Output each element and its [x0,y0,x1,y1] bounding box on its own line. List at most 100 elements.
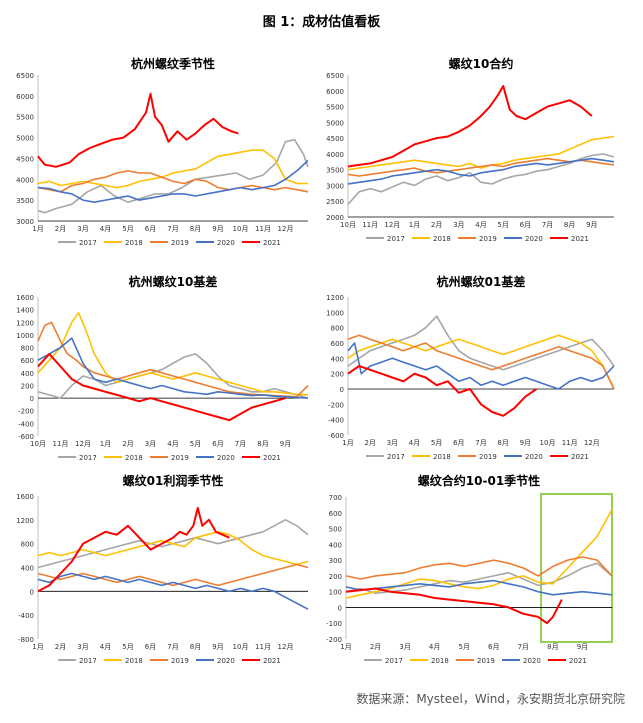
y-tick-label: -200 [328,401,344,409]
y-tick-label: 1600 [16,294,34,302]
legend-label-2018: 2018 [125,454,143,462]
series-line-2020 [37,572,309,610]
figure-title: 图 1：成材估值看板 [262,15,381,30]
legend-label-2021: 2021 [571,453,589,461]
y-tick-label: 4500 [16,155,34,163]
y-tick-label: 100 [329,589,342,597]
x-tick-label: 2月 [55,225,66,233]
x-tick-label: 7月 [518,643,529,651]
y-tick-label: 5500 [16,114,34,122]
legend-label-2017: 2017 [387,235,405,243]
legend-label-2018: 2018 [431,657,449,665]
y-tick-label: 0 [30,395,34,403]
x-tick-label: 4月 [409,439,420,447]
y-tick-label: 4000 [16,176,34,184]
x-tick-label: 9月 [212,225,223,233]
x-tick-label: 10月 [233,225,249,233]
series-line-2018 [347,334,615,390]
legend-label-2019: 2019 [479,453,497,461]
x-tick-label: 12月 [584,439,600,447]
y-tick-label: 2500 [326,198,344,206]
x-tick-label: 1月 [342,439,353,447]
legend-label-2019: 2019 [477,657,495,665]
x-tick-label: 8月 [257,440,268,448]
x-tick-label: 8月 [497,439,508,447]
legend-label-2020: 2020 [217,657,235,665]
y-tick-label: 4500 [326,135,344,143]
legend-label-2017: 2017 [79,454,97,462]
series-line-2021 [345,587,563,625]
chart-hz-spot: 杭州螺纹季节性 3000 3500 4000 4500 5000 5500 6000 6500 1… [16,56,309,247]
y-tick-label: 0 [340,386,344,394]
x-tick-label: 9月 [520,439,531,447]
series-line-2018 [347,135,615,171]
y-tick-label: -800 [18,636,34,644]
highlight-box [540,493,613,643]
x-tick-label: 7月 [542,221,553,229]
y-tick-label: 3500 [16,197,34,205]
x-tick-label: 9月 [212,643,223,651]
y-tick-label: -200 [326,636,342,644]
y-tick-label: 1000 [326,309,344,317]
y-tick-label: 400 [21,565,34,573]
legend-label-2019: 2019 [171,454,189,462]
x-tick-label: 4月 [167,440,178,448]
x-tick-label: 8月 [190,225,201,233]
x-tick-label: 3月 [453,221,464,229]
chart-rb10: 螺纹10合约 2000 2500 3000 3500 4000 4500 5000 5500 60… [326,56,615,243]
x-tick-label: 5月 [122,225,133,233]
y-tick-label: 4000 [326,151,344,159]
chart-spread10-01: 螺纹合约10-01季节性 -200 -100 0 100 200 300 400 500 600 7… [326,473,613,665]
x-tick-label: 1月 [340,643,351,651]
y-tick-label: 1200 [326,294,344,302]
legend-label-2017: 2017 [79,239,97,247]
y-tick-label: 0 [30,588,34,596]
y-tick-label: 6500 [16,72,34,80]
x-tick-label: 9月 [586,221,597,229]
y-tick-label: 400 [329,541,342,549]
y-tick-label: 400 [21,370,34,378]
y-tick-label: -400 [328,417,344,425]
y-tick-label: -200 [18,408,34,416]
x-tick-label: 5月 [190,440,201,448]
chart-title: 螺纹10合约 [449,56,514,71]
x-tick-label: 2月 [122,440,133,448]
series-line-2019 [37,321,309,398]
chart-basis01: 杭州螺纹01基差 -600 -400 -200 0 200 400 600 800 1000 120… [326,274,615,461]
series-line-2019 [347,334,615,390]
series-line-2019 [345,556,613,580]
series-line-2019 [37,170,309,193]
legend-label-2019: 2019 [171,239,189,247]
y-tick-label: 500 [329,526,342,534]
legend-label-2018: 2018 [433,235,451,243]
x-tick-label: 3月 [77,225,88,233]
y-tick-label: 600 [21,357,34,365]
y-tick-label: 1200 [16,517,34,525]
x-tick-label: 10月 [340,221,356,229]
legend-label-2021: 2021 [569,657,587,665]
x-tick-label: 2月 [364,439,375,447]
y-tick-label: 6000 [16,93,34,101]
y-tick-label: 800 [21,541,34,549]
y-tick-label: 400 [331,355,344,363]
legend-label-2021: 2021 [263,239,281,247]
y-tick-label: 6500 [326,72,344,80]
x-tick-label: 10月 [30,440,46,448]
series-line-2018 [37,149,308,189]
x-tick-label: 1月 [409,221,420,229]
x-tick-label: 4月 [100,643,111,651]
x-tick-label: 1月 [32,643,43,651]
x-tick-label: 1月 [32,225,43,233]
y-tick-label: -400 [18,420,34,428]
chart-title: 螺纹01利润季节性 [123,473,224,488]
y-tick-label: 5500 [326,104,344,112]
legend-label-2020: 2020 [217,239,235,247]
y-tick-label: -600 [18,433,34,441]
x-tick-label: 5月 [458,643,469,651]
y-tick-label: 1200 [16,319,34,327]
legend-label-2020: 2020 [525,235,543,243]
x-tick-label: 2月 [431,221,442,229]
series-line-2017 [347,315,615,371]
series-line-2018 [345,509,613,599]
